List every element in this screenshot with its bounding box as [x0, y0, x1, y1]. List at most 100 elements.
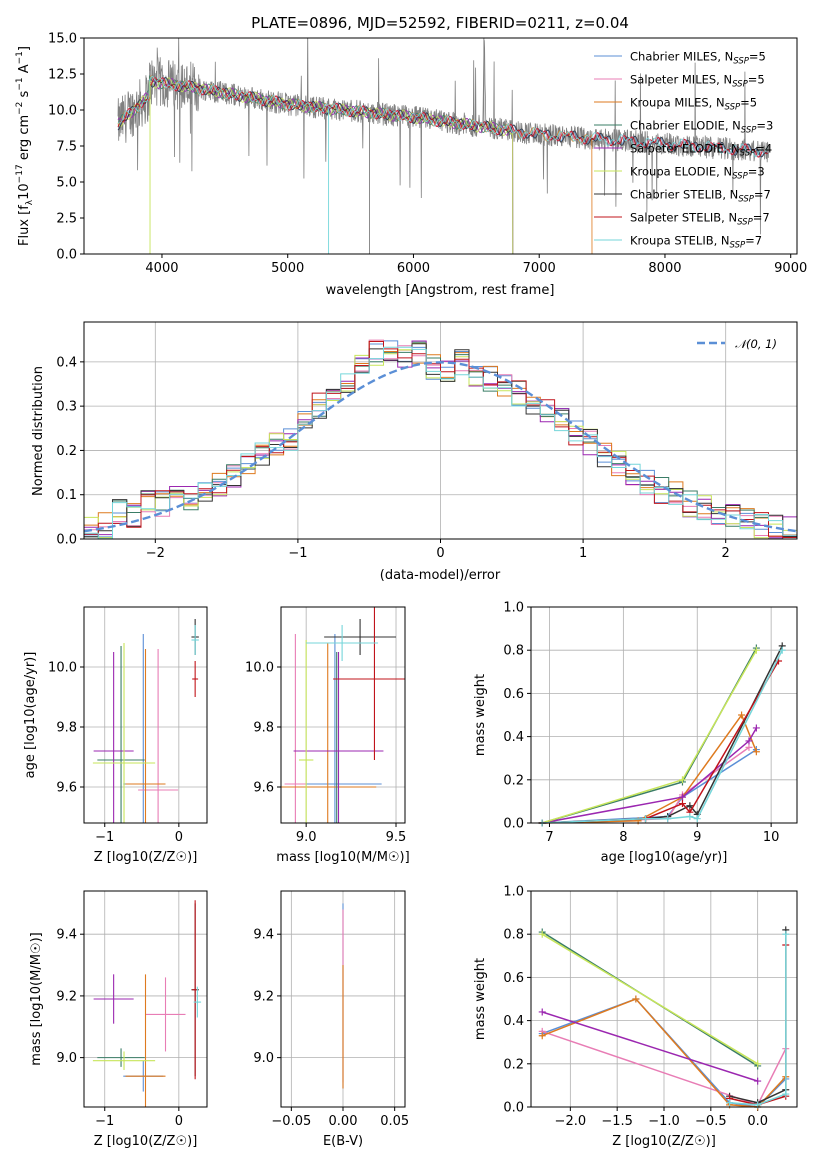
legend-label-part: =3: [756, 119, 773, 133]
legend-label-sub: SSP: [738, 195, 754, 205]
spectrum-ylabel-part: ]: [17, 46, 32, 51]
legend-label: Salpeter STELIB, NSSP=7: [630, 211, 770, 228]
mass-weight-line: [729, 934, 787, 1106]
mass-weight-vs-z-panel-ylabel: mass weight: [473, 958, 488, 1040]
mass-weight-marker: [664, 815, 672, 823]
legend-label-sub: SSP: [737, 218, 753, 228]
legend-label-sub: SSP: [730, 241, 746, 251]
legend-label: Chabrier MILES, NSSP=5: [630, 50, 766, 67]
mass-vs-z-panel-area: [92, 900, 202, 1107]
spectrum-ytick-label: 2.5: [56, 212, 77, 227]
age-vs-z-panel: −1 0 9.6 9.8 10.0 Z [log10(Z/Z☉)] age [log10(a…: [23, 606, 208, 865]
mass-weight-vs-age-panel-xtick-label: 9: [693, 830, 701, 845]
age-vs-mass-panel-ytick-label: 9.6: [253, 781, 274, 796]
legend-label-part: Salpeter ELODIE, N: [630, 142, 740, 156]
age-vs-mass-panel-xtick-label: 9.5: [386, 830, 407, 845]
mass-vs-ebv-panel-frame: [280, 890, 406, 1108]
mass-weight-vs-z-panel-ytick-label: 0.4: [503, 1014, 524, 1029]
mass-weight-marker: [642, 815, 650, 823]
spectrum-xlabel: wavelength [Angstrom, rest frame]: [326, 283, 555, 298]
legend-label-part: =7: [753, 211, 770, 225]
age-vs-mass-panel-ytick-label: 9.8: [253, 721, 274, 736]
mass-vs-z-panel-xtick-label: −1: [95, 1114, 114, 1129]
spectrum-ylabel-part: 10: [17, 183, 32, 200]
mass-weight-marker: [538, 1032, 546, 1040]
residuals-area: [84, 339, 797, 539]
mass-weight-vs-age-panel-ytick-label: 0.8: [503, 644, 524, 659]
mass-vs-ebv-panel-ytick-label: 9.0: [253, 1051, 274, 1066]
mass-weight-marker: [678, 793, 686, 801]
age-vs-mass-panel-area: [281, 607, 405, 823]
mass-weight-marker: [538, 1008, 546, 1016]
spectrum-ytick-label: 7.5: [56, 140, 77, 155]
age-vs-mass-panel: 9.0 9.5 9.6 9.8 10.0 mass [log10(M/M☉)]: [245, 606, 410, 865]
mass-weight-vs-z-panel-ytick-label: 0.8: [503, 928, 524, 943]
mass-vs-z-panel-ylabel: mass [log10(M/M☉)]: [29, 932, 44, 1065]
spectrum-ylabel-part: erg cm: [17, 115, 32, 164]
age-vs-z-panel-frame: [83, 606, 208, 824]
model-spectrum-line: [117, 75, 593, 254]
mass-weight-vs-age-panel-xlabel: age [log10(age/yr)]: [601, 850, 728, 865]
residual-histogram-step: [84, 341, 797, 538]
mass-weight-vs-z-panel: −2.0 −1.5 −1.0 −0.5 0.0 0.0 0.2 0.4 0.6 0.8 1.0 Z […: [473, 885, 798, 1149]
residuals-ytick-label: 0.2: [56, 444, 77, 459]
legend-label-sub: SSP: [740, 149, 756, 159]
legend-label-part: =7: [745, 234, 762, 248]
mass-weight-vs-z-panel-xtick-label: −1.5: [601, 1114, 633, 1129]
legend-label-sub: SSP: [741, 126, 757, 136]
mass-weight-marker: [745, 743, 753, 751]
spectrum-ytick-label: 5.0: [56, 176, 77, 191]
mass-weight-line: [542, 713, 758, 824]
legend-label: Kroupa STELIB, NSSP=7: [630, 234, 762, 251]
legend-label-part: Chabrier STELIB, N: [630, 188, 738, 202]
mass-weight-line: [542, 660, 780, 824]
legend-label-sub: SSP: [732, 172, 748, 182]
mass-weight-vs-age-panel-ytick-label: 1.0: [503, 601, 524, 616]
age-vs-z-panel-ytick-label: 9.6: [56, 781, 77, 796]
mass-weight-vs-z-panel-ytick-label: 0.0: [503, 1101, 524, 1116]
spectrum-xtick-label: 6000: [397, 261, 430, 276]
mass-weight-marker: [738, 711, 746, 719]
spectrum-xtick-label: 8000: [648, 261, 681, 276]
mass-vs-ebv-panel-xtick-label: 0.05: [380, 1114, 409, 1129]
legend-label-part: Kroupa STELIB, N: [630, 234, 730, 248]
spectrum-xtick-label: 4000: [145, 261, 178, 276]
model-spectrum-line: [117, 77, 514, 254]
mass-weight-marker: [782, 1090, 790, 1098]
spectrum-ylabel-part: −1: [15, 77, 25, 90]
mass-weight-vs-z-panel-xtick-label: 0.0: [747, 1114, 768, 1129]
age-vs-z-panel-ytick-label: 9.8: [56, 721, 77, 736]
mass-weight-vs-z-panel-xtick-label: −1.0: [648, 1114, 680, 1129]
model-spectrum-line: [117, 77, 768, 158]
legend-label-part: =5: [740, 96, 757, 110]
legend-label-part: Kroupa MILES, N: [630, 96, 725, 110]
age-vs-mass-panel-ytick-label: 10.0: [245, 661, 274, 676]
mass-vs-ebv-panel-xlabel: E(B-V): [323, 1134, 363, 1149]
mass-vs-z-panel-ytick-label: 9.0: [56, 1051, 77, 1066]
legend-label-part: Kroupa ELODIE, N: [630, 165, 732, 179]
legend-label-part: =4: [755, 142, 772, 156]
legend-label-part: Chabrier ELODIE, N: [630, 119, 741, 133]
mass-weight-marker: [754, 1060, 762, 1068]
mass-weight-vs-z-panel-frame: [530, 890, 798, 1108]
model-spectrum-line: [117, 75, 768, 158]
mass-weight-vs-z-panel-xtick-label: −0.5: [695, 1114, 727, 1129]
mass-vs-z-panel-ytick-label: 9.4: [56, 928, 77, 943]
legend-label-sub: SSP: [725, 103, 741, 113]
mass-weight-marker: [745, 737, 753, 745]
mass-weight-marker: [782, 930, 790, 938]
spectrum-ytick-label: 0.0: [56, 248, 77, 263]
mass-weight-vs-z-panel-xtick-label: −2.0: [555, 1114, 587, 1129]
legend-label: Kroupa ELODIE, NSSP=3: [630, 165, 765, 182]
spectrum-xtick-label: 5000: [271, 261, 304, 276]
mass-weight-marker: [752, 724, 760, 732]
mass-weight-marker: [686, 813, 694, 821]
mass-weight-vs-age-panel-ytick-label: 0.0: [503, 817, 524, 832]
mass-vs-z-panel-xtick-label: 0: [175, 1114, 183, 1129]
residuals-xtick-label: 1: [579, 546, 587, 561]
legend-label-part: =5: [748, 73, 765, 87]
spectrum-xtick-label: 9000: [774, 261, 807, 276]
mass-weight-marker: [678, 800, 686, 808]
age-vs-z-panel-xtick-label: −1: [95, 830, 114, 845]
